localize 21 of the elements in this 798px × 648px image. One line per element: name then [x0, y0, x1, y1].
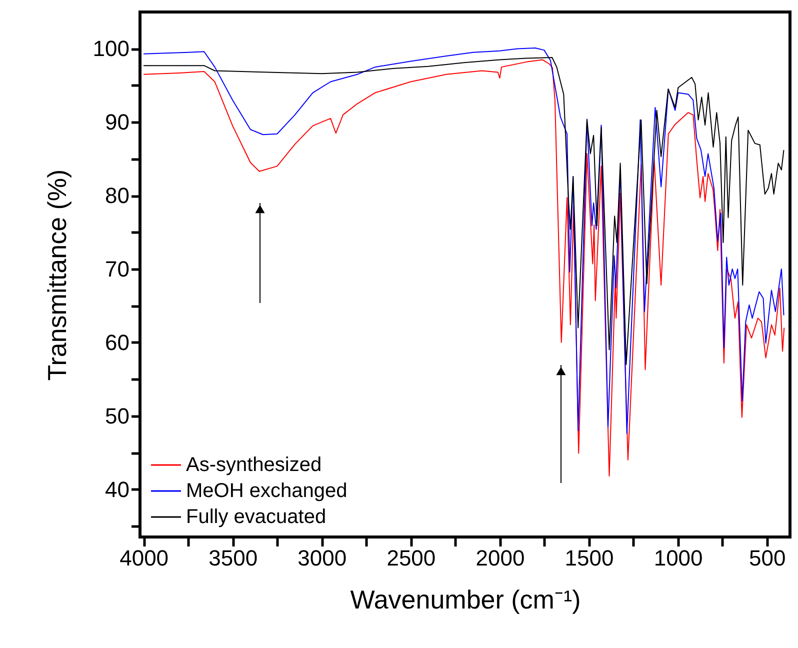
x-axis-title: Wavenumber (cm⁻¹): [350, 584, 581, 614]
legend-label: As-synthesized: [186, 454, 322, 476]
y-tick-label: 40: [105, 476, 130, 502]
x-tick-label: 2000: [476, 546, 525, 570]
y-tick-label: 100: [92, 36, 130, 62]
x-tick-label: 3500: [208, 546, 258, 570]
legend-label: Fully evacuated: [186, 506, 326, 528]
y-axis-title: Transmittance (%): [42, 169, 72, 381]
x-tick-label: 500: [748, 546, 786, 570]
x-tick-label: 4000: [120, 546, 169, 570]
x-tick-label: 1500: [564, 546, 614, 570]
y-tick-label: 90: [105, 110, 130, 135]
x-tick-label: 3000: [298, 546, 347, 570]
y-tick-label: 60: [105, 330, 130, 355]
y-tick-label: 70: [105, 256, 130, 282]
x-tick-label: 2500: [386, 546, 436, 570]
y-tick-label: 80: [105, 183, 130, 208]
x-tick-label: 1000: [654, 546, 703, 570]
legend-label: MeOH exchanged: [186, 480, 348, 502]
y-tick-label: 50: [105, 403, 130, 428]
line-series: [143, 57, 784, 365]
